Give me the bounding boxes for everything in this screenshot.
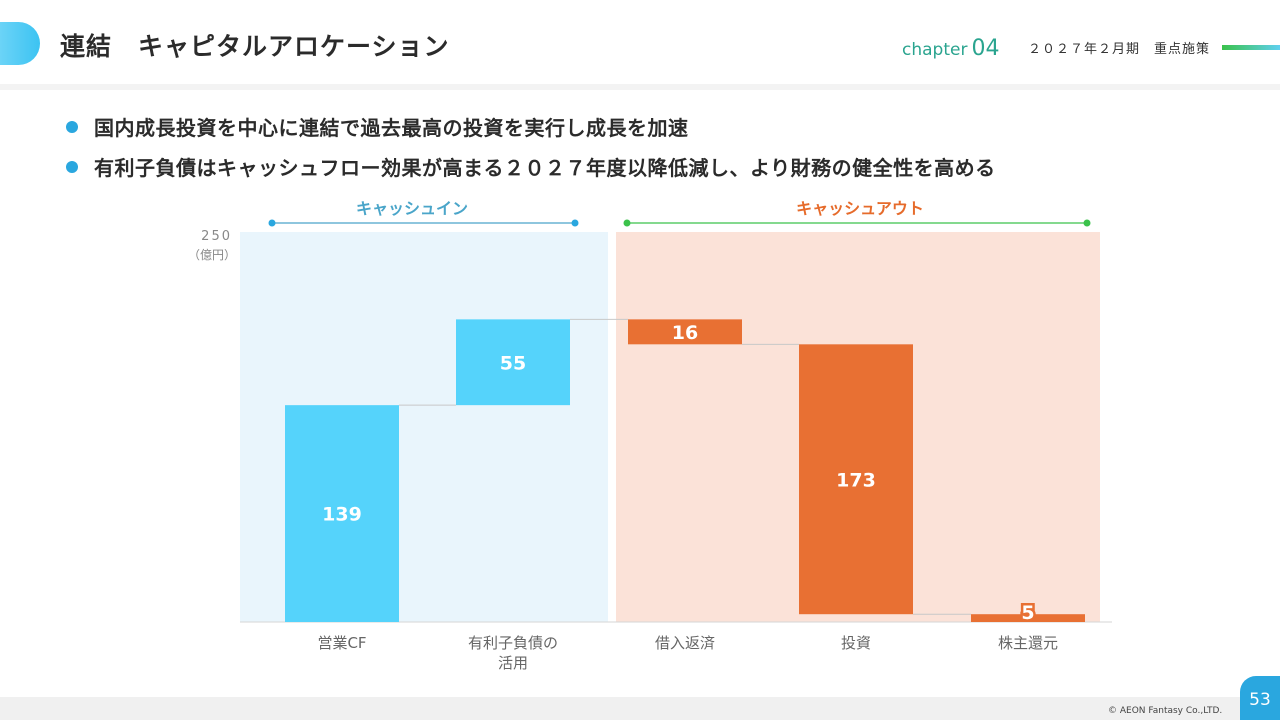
bar-5	[971, 614, 1085, 622]
bullet-point-2: 有利子負債はキャッシュフロー効果が高まる２０２７年度以降低減し、より財務の健全性…	[66, 152, 996, 181]
chapter-indicator: chapter 04	[902, 36, 999, 61]
page-number: 53	[1240, 676, 1280, 720]
data-label-2: 55	[500, 352, 526, 374]
chapter-number: 04	[971, 36, 1000, 61]
bullet-point-1: 国内成長投資を中心に連結で過去最高の投資を実行し成長を加速	[66, 112, 689, 141]
page-title: 連結 キャピタルアロケーション	[60, 32, 450, 61]
x-label-5: 株主還元	[998, 634, 1058, 652]
bar-4	[799, 344, 913, 615]
header-accent-pill	[0, 22, 40, 65]
waterfall-bars: 139 55 16 173 5	[285, 319, 1085, 627]
x-axis-labels: 営業CF 有利子負債の活用 借入返済 投資 株主還元	[317, 634, 1058, 672]
bar-3	[628, 319, 742, 345]
data-label-4: 173	[836, 469, 876, 491]
y-axis-max-label: 250	[201, 229, 232, 244]
footer-bar	[0, 697, 1280, 720]
cash-in-range-start-dot	[268, 219, 276, 227]
data-label-5: 5	[1021, 602, 1034, 624]
bullet-text-1: 国内成長投資を中心に連結で過去最高の投資を実行し成長を加速	[94, 116, 689, 140]
chapter-label: chapter	[902, 40, 968, 60]
copyright-text: © AEON Fantasy Co.,LTD.	[1108, 706, 1223, 716]
cash-out-range-end-dot	[1083, 219, 1091, 227]
data-label-1: 139	[322, 504, 362, 526]
cash-out-group-label: キャッシュアウト	[796, 199, 924, 218]
bullet-text-2: 有利子負債はキャッシュフロー効果が高まる２０２７年度以降低減し、より財務の健全性…	[94, 156, 996, 180]
bar-1	[285, 405, 399, 622]
x-label-1: 営業CF	[317, 634, 366, 652]
data-label-3: 16	[672, 322, 698, 344]
header-subtitle: ２０２７年２月期 重点施策	[1028, 42, 1211, 57]
cash-in-group-header: キャッシュイン	[268, 199, 579, 227]
header-divider	[0, 84, 1280, 90]
bullet-dot-icon	[66, 121, 78, 133]
cash-in-group-label: キャッシュイン	[356, 199, 468, 218]
bullet-dot-icon	[66, 161, 78, 173]
x-label-4: 投資	[841, 634, 871, 652]
x-label-2: 有利子負債の活用	[468, 634, 558, 672]
bar-2	[456, 319, 570, 406]
y-axis-unit-label: （億円）	[188, 248, 236, 262]
header-accent-line	[1222, 45, 1280, 50]
cash-in-range-end-dot	[571, 219, 579, 227]
cash-out-group-header: キャッシュアウト	[623, 199, 1091, 227]
waterfall-connectors	[399, 318, 971, 615]
cash-out-range-start-dot	[623, 219, 631, 227]
x-label-3: 借入返済	[655, 634, 715, 652]
